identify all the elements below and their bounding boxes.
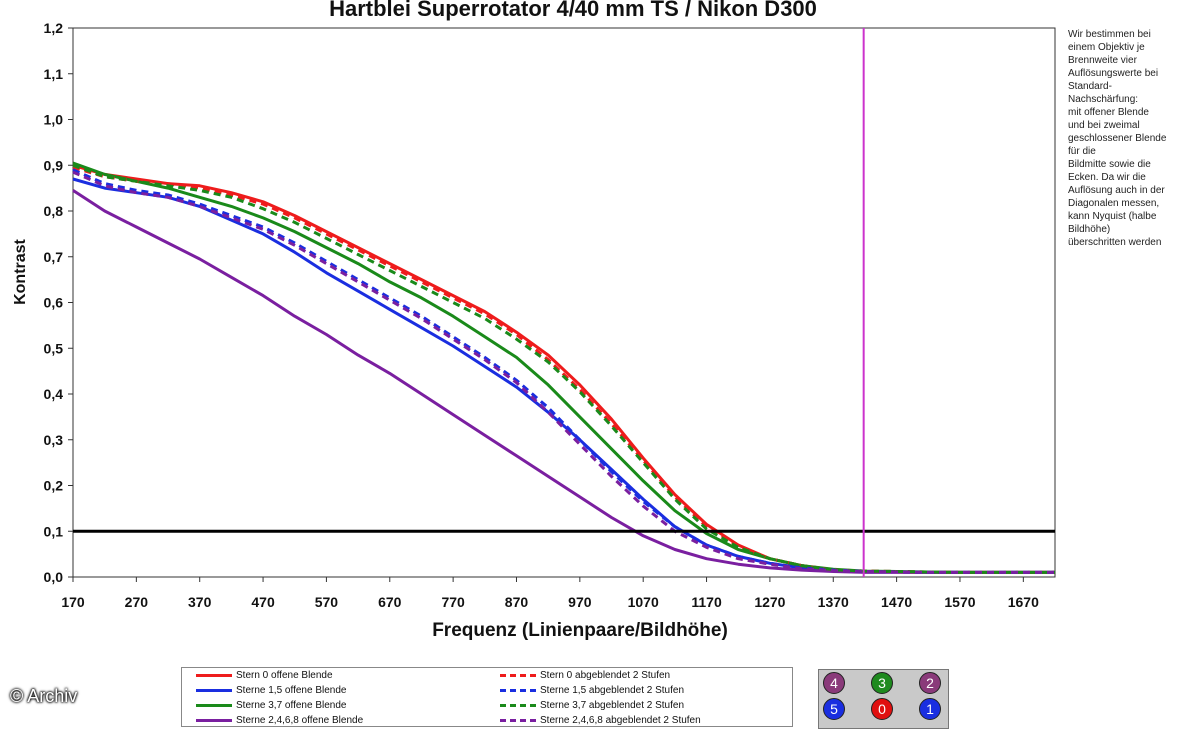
y-tick-label: 0,7 (44, 249, 64, 265)
x-tick-label: 670 (378, 594, 402, 610)
legend-swatch (500, 719, 536, 722)
legend-label: Sterne 2,4,6,8 abgeblendet 2 Stufen (540, 715, 701, 726)
measurement-position-key: 4 3 2 5 0 1 (818, 669, 949, 729)
y-axis-label: Kontrast (12, 238, 29, 304)
note-line: kann Nyquist (halbe (1068, 211, 1157, 222)
series-line-3 (72, 189, 1055, 574)
x-tick-label: 1570 (944, 594, 975, 610)
y-tick-label: 0,0 (44, 569, 64, 585)
legend-swatch (196, 719, 232, 722)
copyright-watermark: © Archiv (10, 686, 78, 706)
y-tick-label: 0,4 (44, 386, 64, 402)
y-tick-label: 1,0 (44, 112, 64, 128)
plot-frame (72, 27, 1056, 578)
legend-label: Sterne 1,5 offene Blende (236, 685, 347, 696)
legend-swatch (196, 704, 232, 707)
x-tick-label: 770 (441, 594, 465, 610)
legend-swatch (196, 689, 232, 692)
note-line: Auflösungswerte bei (1068, 68, 1159, 79)
note-line: Standard- (1068, 81, 1112, 92)
note-line: Ecken. Da wir die (1068, 172, 1146, 183)
series-line-2 (72, 161, 1055, 574)
x-tick-label: 370 (188, 594, 212, 610)
position-marker: 4 (823, 672, 845, 694)
series-line-7 (72, 170, 1055, 574)
x-tick-label: 1470 (881, 594, 912, 610)
note-line: geschlossener Blende (1068, 133, 1167, 144)
legend: Stern 0 offene Blende Sterne 1,5 offene B… (181, 667, 793, 727)
y-tick-label: 0,2 (44, 478, 64, 494)
x-tick-label: 470 (251, 594, 275, 610)
position-marker: 1 (919, 698, 941, 720)
y-tick-label: 0,5 (44, 340, 64, 356)
note-line: mit offener Blende (1068, 107, 1149, 118)
y-tick-label: 0,9 (44, 157, 64, 173)
position-marker: 2 (919, 672, 941, 694)
x-tick-label: 1270 (754, 594, 785, 610)
legend-label: Sterne 3,7 offene Blende (236, 700, 347, 711)
methodology-note: Wir bestimmen bei einem Objektiv je Brennw… (1068, 28, 1196, 249)
y-tick-label: 0,3 (44, 432, 64, 448)
legend-swatch (500, 704, 536, 707)
x-tick-label: 1070 (628, 594, 659, 610)
note-line: Bildmitte sowie die (1068, 159, 1151, 170)
series-line-0 (72, 163, 1055, 574)
x-tick-label: 970 (568, 594, 592, 610)
legend-label: Stern 0 abgeblendet 2 Stufen (540, 670, 671, 681)
plot-area: 0,0 0,1 0,2 0,3 0,4 0,5 0,6 0,7 0,8 0,9 1,0 1,1 1,2 1… (44, 20, 1056, 610)
y-tick-label: 0,6 (44, 295, 64, 311)
note-line: und bei zweimal (1068, 120, 1140, 131)
note-line: überschritten werden (1068, 237, 1162, 248)
note-line: Diagonalen messen, (1068, 198, 1160, 209)
y-tick-label: 1,2 (44, 20, 64, 36)
series-line-4 (72, 166, 1055, 574)
x-tick-label: 1370 (818, 594, 849, 610)
legend-swatch (196, 674, 232, 677)
note-line: Auflösung auch in der (1068, 185, 1165, 196)
note-line: für die (1068, 146, 1096, 157)
position-marker: 3 (871, 672, 893, 694)
legend-label: Stern 0 offene Blende (236, 670, 333, 681)
legend-swatch (500, 689, 536, 692)
x-tick-label: 170 (61, 594, 85, 610)
position-marker: 5 (823, 698, 845, 720)
x-tick-label: 1670 (1008, 594, 1039, 610)
note-line: Brennweite vier (1068, 55, 1137, 66)
y-tick-label: 0,1 (44, 523, 64, 539)
x-tick-label: 1170 (691, 594, 722, 610)
y-tick-label: 1,1 (44, 66, 64, 82)
x-tick-label: 570 (315, 594, 339, 610)
series-line-6 (72, 163, 1055, 574)
note-line: Nachschärfung: (1068, 94, 1139, 105)
legend-label: Sterne 3,7 abgeblendet 2 Stufen (540, 700, 685, 711)
note-line: einem Objektiv je (1068, 42, 1145, 53)
legend-label: Sterne 2,4,6,8 offene Blende (236, 715, 364, 726)
note-line: Bildhöhe) (1068, 224, 1111, 235)
x-tick-label: 870 (505, 594, 529, 610)
y-tick-label: 0,8 (44, 203, 64, 219)
position-marker: 0 (871, 698, 893, 720)
legend-swatch (500, 674, 536, 677)
legend-label: Sterne 1,5 abgeblendet 2 Stufen (540, 685, 685, 696)
note-line: Wir bestimmen bei (1068, 29, 1151, 40)
x-tick-label: 270 (125, 594, 149, 610)
chart-title: Hartblei Superrotator 4/40 mm TS / Nikon… (329, 0, 817, 21)
x-axis-label: Frequenz (Linienpaare/Bildhöhe) (432, 620, 728, 641)
